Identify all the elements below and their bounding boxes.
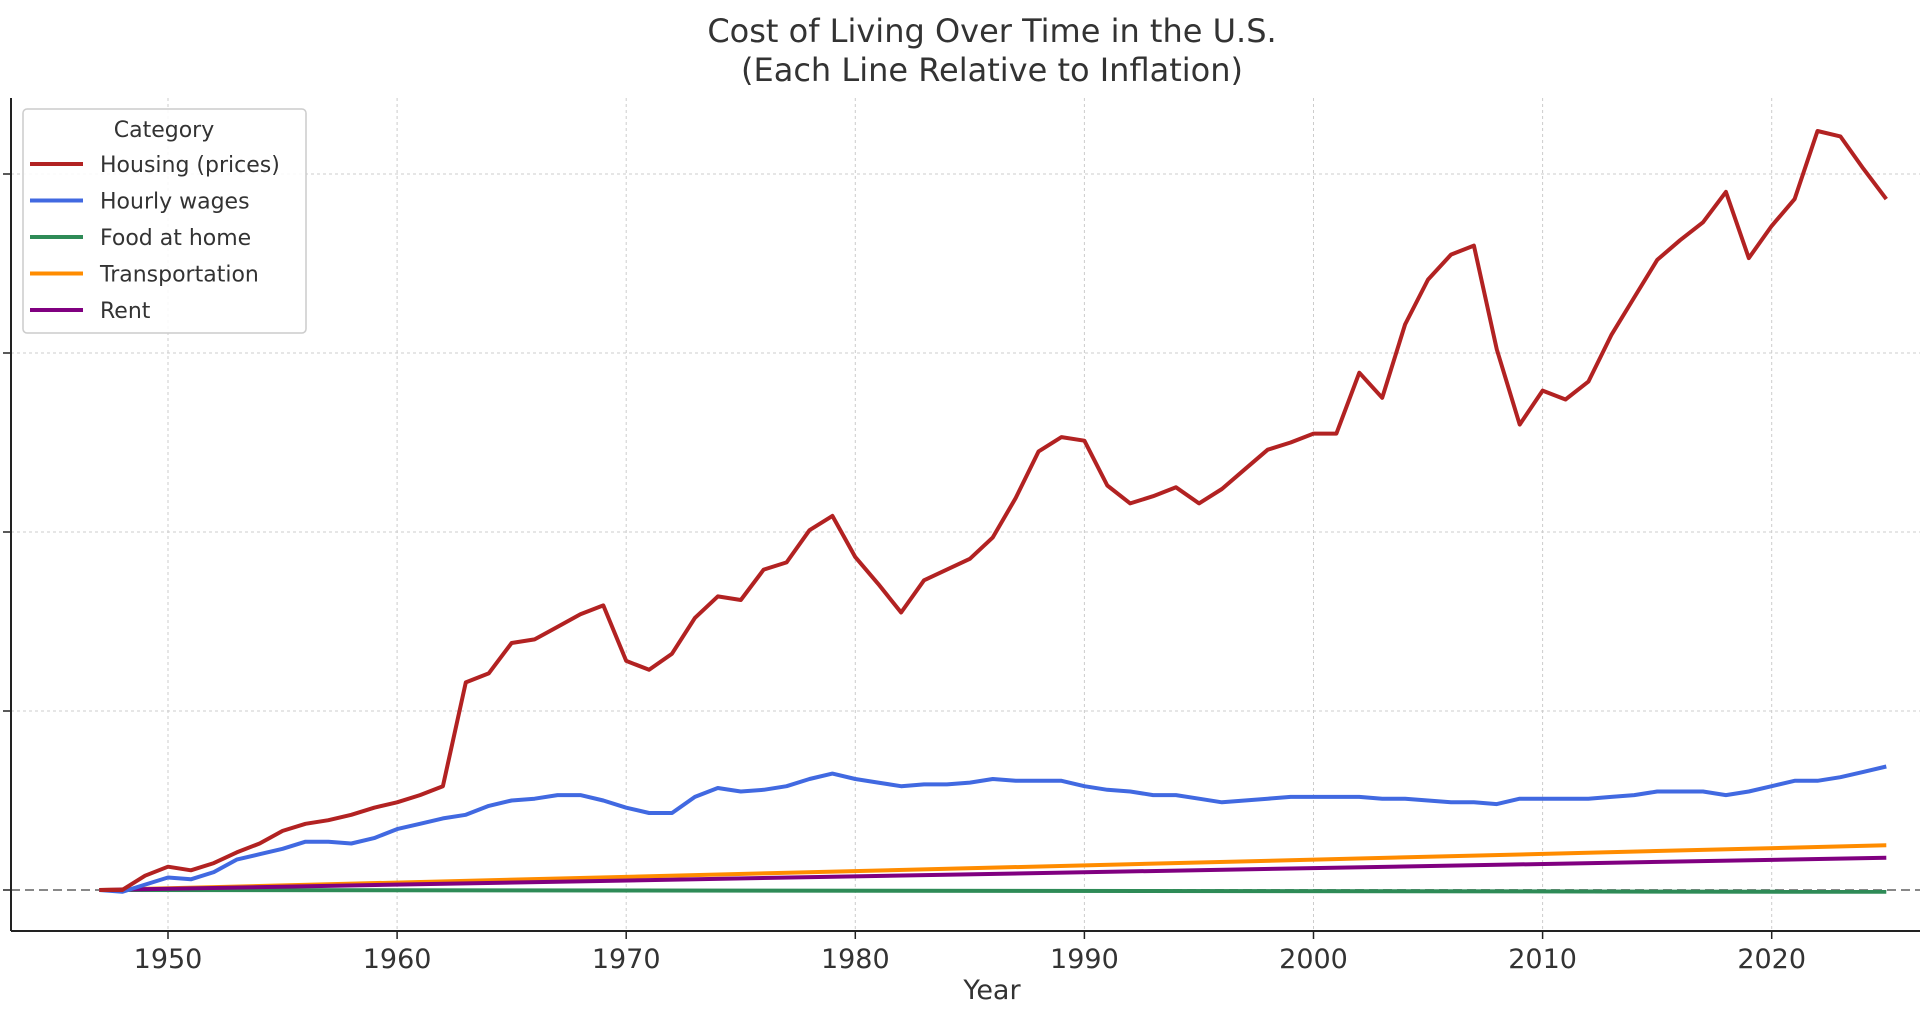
series-line-hourly-wages — [99, 764, 1887, 894]
legend-entry: Rent — [100, 299, 151, 324]
x-tick-label: 2020 — [1737, 944, 1806, 975]
legend-entry: Hourly wages — [100, 190, 250, 215]
legend-box — [22, 108, 307, 334]
x-tick-label: 1970 — [592, 944, 661, 975]
legend-entry: Housing (prices) — [100, 153, 280, 178]
series-line-housing-prices — [99, 129, 1888, 892]
x-axis-label: Year — [962, 975, 1021, 1006]
x-tick-label: 1980 — [821, 944, 890, 975]
series-lines — [99, 129, 1888, 894]
x-tick-label: 1990 — [1050, 944, 1119, 975]
legend-entry: Transportation — [99, 263, 259, 288]
legend: Category Housing (prices) Hourly wages Foo… — [22, 108, 307, 334]
chart-title: Cost of Living Over Time in the U.S. — [707, 12, 1276, 50]
x-tick-label: 1950 — [134, 944, 203, 975]
x-tick-label: 1960 — [363, 944, 432, 975]
chart-subtitle: (Each Line Relative to Inflation) — [741, 51, 1243, 89]
x-tick-label: 2000 — [1279, 944, 1348, 975]
legend-entry: Food at home — [100, 226, 251, 251]
legend-title: Category — [114, 118, 215, 143]
series-line-food-at-home — [99, 888, 1887, 894]
series-line-rent — [99, 855, 1887, 892]
x-tick-label: 2010 — [1508, 944, 1577, 975]
series-line-transportation — [99, 843, 1887, 892]
axes: 1950 1960 1970 1980 1990 2000 2010 2020 — [3, 98, 1920, 975]
